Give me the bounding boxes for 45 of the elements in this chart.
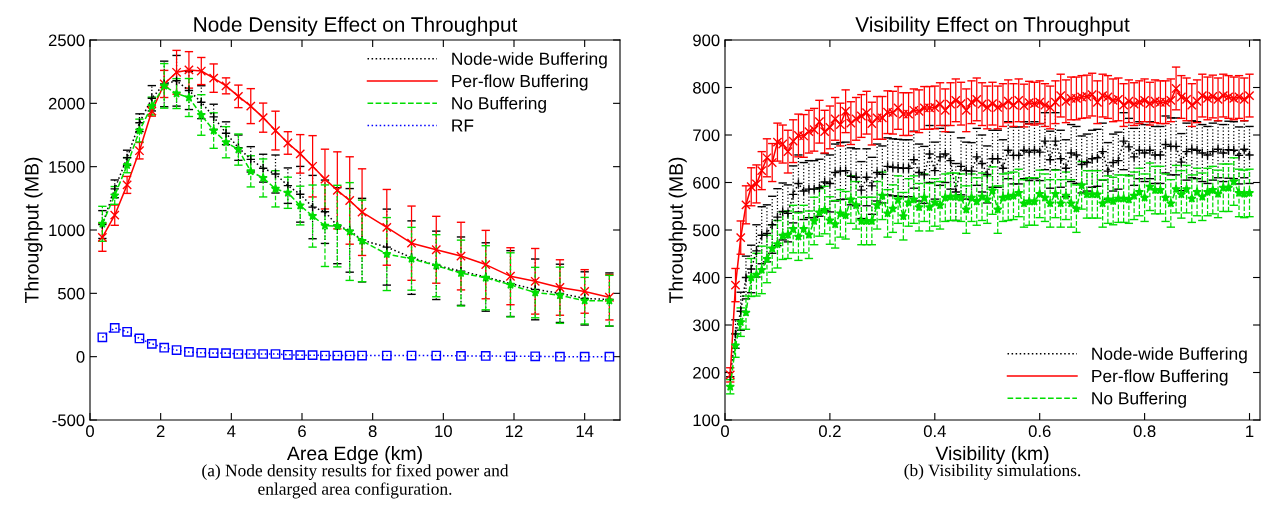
- y-tick-label: 700: [693, 129, 720, 142]
- y-tick-label: 200: [693, 366, 720, 379]
- x-tick-label: 6: [298, 425, 306, 438]
- chart-title: Visibility Effect on Throughput: [855, 16, 1130, 36]
- x-axis-title: Area Edge (km): [286, 445, 422, 465]
- x-tick-label: 4: [227, 425, 236, 437]
- x-tick-label: 0.4: [923, 425, 946, 438]
- x-tick-label: 1: [1246, 425, 1254, 437]
- legend-label: No Buffering: [1092, 391, 1186, 408]
- legend-label: Per-flow Buffering: [1092, 369, 1228, 386]
- legend-label: No Buffering: [452, 96, 546, 113]
- legend-label: RF: [452, 119, 474, 132]
- x-tick-label: 12: [506, 425, 523, 437]
- y-tick-label: -500: [52, 414, 85, 427]
- y-axis-title: Throughput (MB): [24, 157, 43, 304]
- x-tick-label: 0: [721, 425, 729, 438]
- y-tick-label: 1000: [49, 224, 85, 237]
- y-tick-label: 2000: [48, 97, 85, 110]
- legend-label: Node-wide Buffering: [1092, 347, 1247, 364]
- y-axis-title: Throughput (MB): [668, 157, 687, 304]
- y-tick-label: 900: [693, 34, 720, 47]
- x-tick-label: 8: [368, 425, 377, 438]
- y-tick-label: 600: [693, 176, 720, 189]
- y-tick-label: 1500: [49, 161, 85, 173]
- x-tick-label: 0.2: [818, 425, 841, 438]
- text: (b) Visibility simulations.: [904, 464, 1081, 480]
- y-tick-label: 400: [692, 271, 720, 284]
- y-tick-label: 500: [58, 287, 85, 300]
- legend-label: Per-flow Buffering: [452, 74, 588, 91]
- x-tick-label: 14: [576, 425, 594, 437]
- x-tick-label: 0.8: [1133, 425, 1156, 438]
- y-tick-label: 500: [693, 224, 720, 237]
- y-tick-label: 0: [76, 351, 85, 363]
- x-tick-label: 2: [156, 425, 165, 437]
- chart-title: Node Density Effect on Throughput: [194, 16, 518, 36]
- text: (a) Node density results for fixed power and enlarged area configuration.: [202, 464, 509, 499]
- y-tick-label: 300: [692, 319, 720, 332]
- y-tick-label: 2500: [48, 34, 85, 47]
- x-tick-label: 0: [86, 425, 94, 438]
- y-tick-label: 800: [693, 81, 720, 94]
- x-axis-title: Visibility (km): [935, 445, 1049, 465]
- y-tick-label: 100: [693, 414, 720, 427]
- x-tick-label: 10: [435, 425, 452, 438]
- legend-label: Node-wide Buffering: [452, 52, 607, 69]
- x-tick-label: 0.6: [1028, 425, 1051, 438]
